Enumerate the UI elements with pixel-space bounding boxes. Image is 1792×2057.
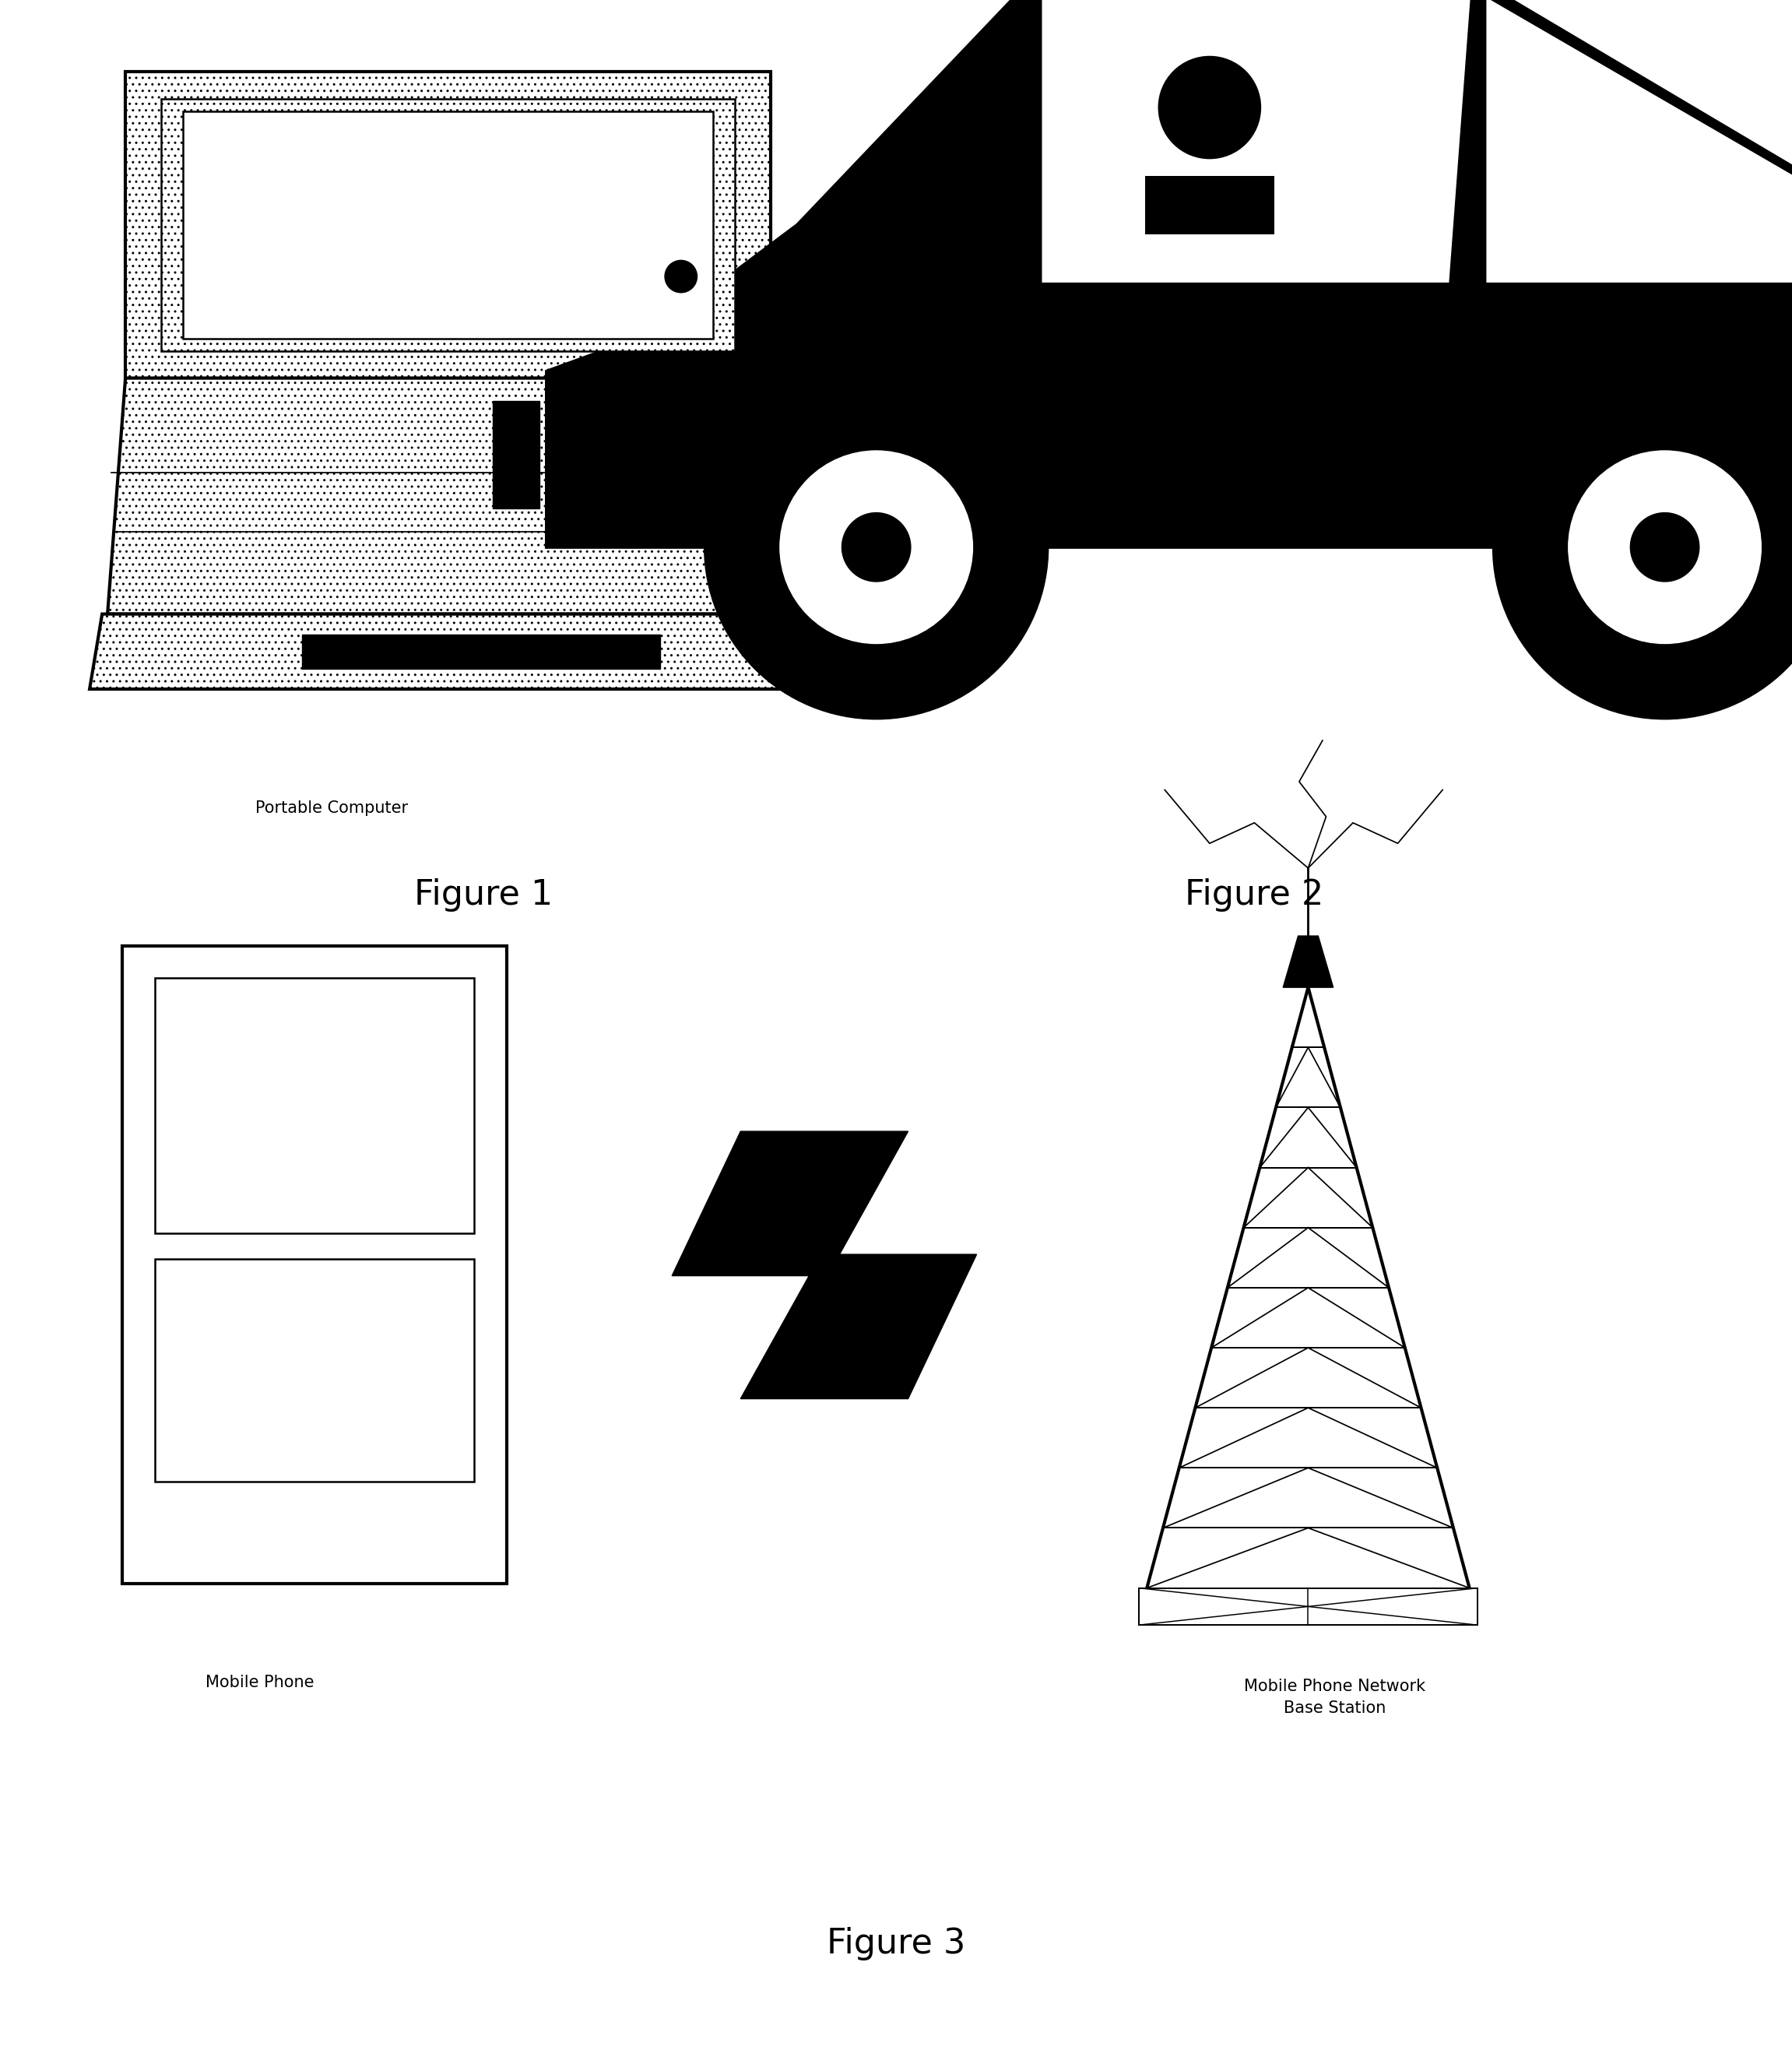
- Polygon shape: [1486, 0, 1792, 284]
- Polygon shape: [108, 378, 788, 613]
- Polygon shape: [1283, 936, 1333, 987]
- Polygon shape: [90, 613, 806, 689]
- Text: Figure 1: Figure 1: [414, 878, 554, 911]
- Polygon shape: [1145, 175, 1274, 234]
- Ellipse shape: [704, 374, 1048, 720]
- Polygon shape: [125, 72, 771, 378]
- Ellipse shape: [1159, 56, 1262, 158]
- Ellipse shape: [842, 512, 910, 582]
- Text: Portable Computer: Portable Computer: [254, 800, 409, 817]
- Text: Figure 2: Figure 2: [1185, 878, 1324, 911]
- Text: Mobile Phone Network
Base Station: Mobile Phone Network Base Station: [1244, 1679, 1426, 1716]
- Polygon shape: [122, 946, 507, 1584]
- Ellipse shape: [780, 450, 973, 644]
- Text: Mobile Phone: Mobile Phone: [206, 1674, 314, 1691]
- Polygon shape: [154, 1259, 475, 1481]
- Polygon shape: [547, 0, 1792, 547]
- Polygon shape: [1041, 0, 1471, 284]
- Polygon shape: [303, 636, 659, 669]
- Polygon shape: [672, 1131, 977, 1399]
- Polygon shape: [1138, 1588, 1477, 1625]
- Polygon shape: [183, 111, 713, 339]
- Polygon shape: [493, 401, 539, 508]
- Polygon shape: [161, 99, 735, 352]
- Ellipse shape: [1493, 374, 1792, 720]
- Ellipse shape: [1568, 450, 1762, 644]
- Text: Figure 3: Figure 3: [826, 1927, 966, 1960]
- Ellipse shape: [1631, 512, 1699, 582]
- Ellipse shape: [665, 261, 697, 292]
- Polygon shape: [154, 977, 475, 1232]
